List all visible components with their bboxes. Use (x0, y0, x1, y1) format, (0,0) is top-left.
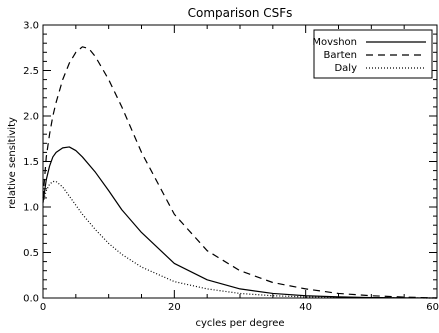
y-tick-label: 3.0 (23, 21, 39, 32)
y-tick-label: 0.0 (23, 294, 39, 305)
x-axis-label: cycles per degree (195, 318, 284, 329)
series-layer (42, 46, 438, 299)
x-axis-ticks: 0 20 40 60 (40, 25, 439, 313)
y-tick-label: 2.0 (23, 112, 39, 123)
series-line-movshon (42, 146, 438, 299)
series-line-daly (42, 180, 438, 299)
x-tick-label: 40 (299, 302, 312, 313)
y-tick-label: 2.5 (23, 66, 39, 77)
y-tick-label: 0.5 (23, 248, 39, 259)
legend-label-barten: Barten (323, 50, 357, 61)
x-tick-label: 0 (40, 302, 46, 313)
y-axis-label: relative sensitivity (7, 117, 18, 209)
legend-label-daly: Daly (334, 63, 357, 74)
x-tick-label: 20 (168, 302, 181, 313)
legend-label-movshon: Movshon (312, 37, 357, 48)
legend-box (313, 29, 433, 79)
y-axis-ticks: 0.0 0.5 1.0 1.5 2.0 2.5 3.0 (23, 21, 437, 305)
chart-title: Comparison CSFs (188, 6, 293, 20)
y-tick-label: 1.0 (23, 203, 39, 214)
x-tick-label: 60 (426, 302, 439, 313)
series-line-barten (42, 46, 438, 299)
y-tick-label: 1.5 (23, 157, 39, 168)
legend: Movshon Barten Daly (312, 29, 433, 79)
